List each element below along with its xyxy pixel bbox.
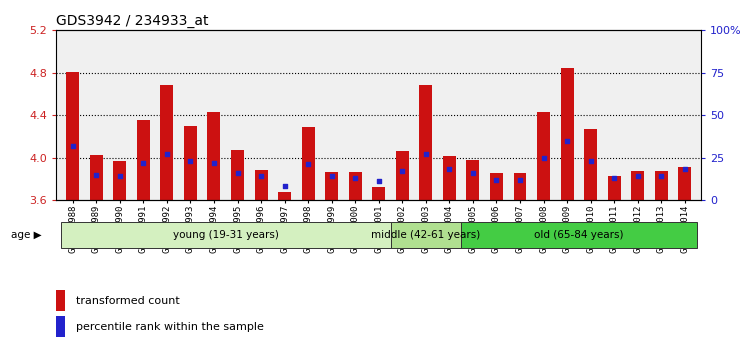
- Point: [608, 175, 620, 181]
- Point: [326, 173, 338, 179]
- FancyBboxPatch shape: [61, 222, 391, 248]
- Bar: [466, 160, 479, 200]
- Text: old (65-84 years): old (65-84 years): [534, 229, 623, 240]
- Point: [584, 158, 596, 164]
- Bar: [66, 72, 80, 200]
- FancyBboxPatch shape: [391, 222, 461, 248]
- Text: transformed count: transformed count: [76, 296, 180, 306]
- Point: [396, 168, 408, 174]
- Point: [184, 158, 196, 164]
- Bar: [184, 126, 197, 200]
- Bar: [56, 316, 65, 337]
- Point: [278, 184, 290, 189]
- Bar: [443, 156, 456, 200]
- Bar: [231, 150, 244, 200]
- Text: GDS3942 / 234933_at: GDS3942 / 234933_at: [56, 14, 208, 28]
- Bar: [254, 170, 268, 200]
- Bar: [608, 176, 621, 200]
- Point: [90, 172, 102, 177]
- Bar: [514, 173, 526, 200]
- Bar: [302, 127, 314, 200]
- Text: young (19-31 years): young (19-31 years): [172, 229, 279, 240]
- Bar: [584, 129, 597, 200]
- Bar: [372, 187, 386, 200]
- Point: [350, 175, 361, 181]
- Bar: [208, 112, 220, 200]
- Bar: [490, 173, 503, 200]
- Point: [679, 167, 691, 172]
- Point: [67, 143, 79, 148]
- Bar: [278, 192, 291, 200]
- Point: [561, 138, 573, 143]
- Bar: [632, 171, 644, 200]
- Bar: [90, 155, 103, 200]
- Bar: [349, 172, 361, 200]
- FancyBboxPatch shape: [461, 222, 697, 248]
- Point: [538, 155, 550, 160]
- Bar: [160, 85, 173, 200]
- Point: [373, 178, 385, 184]
- Point: [114, 173, 126, 179]
- Text: percentile rank within the sample: percentile rank within the sample: [76, 321, 264, 332]
- Bar: [419, 85, 432, 200]
- Bar: [560, 68, 574, 200]
- Point: [302, 161, 314, 167]
- Bar: [113, 161, 126, 200]
- Point: [255, 173, 267, 179]
- Point: [208, 160, 220, 165]
- Bar: [537, 112, 550, 200]
- Bar: [678, 167, 692, 200]
- Text: middle (42-61 years): middle (42-61 years): [371, 229, 481, 240]
- Point: [632, 173, 644, 179]
- Bar: [655, 171, 668, 200]
- Point: [232, 170, 244, 176]
- Bar: [56, 290, 65, 311]
- Bar: [136, 120, 150, 200]
- Point: [467, 170, 479, 176]
- Point: [443, 167, 455, 172]
- Point: [161, 151, 173, 157]
- Point: [137, 160, 149, 165]
- Point: [490, 177, 502, 182]
- Point: [656, 173, 668, 179]
- Bar: [396, 151, 409, 200]
- Point: [420, 151, 432, 157]
- Text: age ▶: age ▶: [11, 229, 42, 240]
- Point: [514, 177, 526, 182]
- Bar: [326, 172, 338, 200]
